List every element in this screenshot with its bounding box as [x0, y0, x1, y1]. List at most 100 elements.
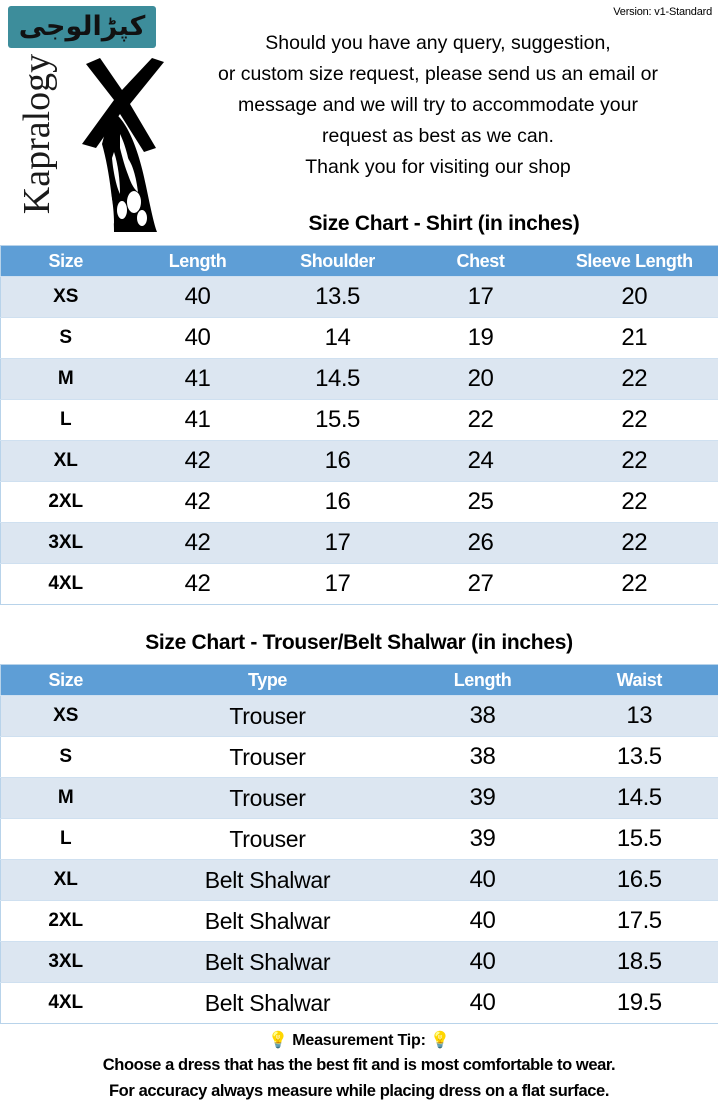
cell-waist: 18.5 [560, 941, 718, 983]
cell-size: M [0, 777, 131, 819]
cell-waist: 16.5 [560, 859, 718, 901]
table-row: M Trouser 39 14.5 [0, 777, 718, 819]
cell-size: 2XL [0, 481, 131, 523]
cell-shoulder: 14 [264, 317, 411, 359]
cell-size: 4XL [0, 982, 131, 1024]
table-row: XS Trouser 38 13 [0, 695, 718, 737]
cell-sleeve: 21 [550, 317, 718, 359]
table-row: M 41 14.5 20 22 [0, 358, 718, 400]
cell-chest: 27 [410, 563, 551, 605]
table-row: L Trouser 39 15.5 [0, 818, 718, 860]
cell-size: 3XL [0, 522, 131, 564]
cell-length: 42 [130, 522, 265, 564]
cell-type: Trouser [130, 695, 405, 737]
tip-heading-text: Measurement Tip: [292, 1032, 426, 1049]
message-line: Should you have any query, suggestion, [265, 32, 611, 54]
cell-size: 2XL [0, 900, 131, 942]
cell-length: 40 [130, 276, 265, 318]
message-line: or custom size request, please send us a… [217, 63, 659, 85]
column-header-waist: Waist [560, 664, 718, 696]
cell-size: S [0, 317, 131, 359]
cell-size: M [0, 358, 131, 400]
table-row: 4XL Belt Shalwar 40 19.5 [0, 982, 718, 1024]
cell-length: 40 [130, 317, 265, 359]
cell-chest: 19 [410, 317, 551, 359]
cell-shoulder: 13.5 [264, 276, 411, 318]
tip-line: Choose a dress that has the best fit and… [102, 1056, 616, 1074]
cell-size: XS [0, 695, 131, 737]
brand-logo: کپڑالوجی Kapralogy [0, 0, 170, 238]
message-line: Thank you for visiting our shop [305, 156, 571, 178]
cell-length: 41 [130, 358, 265, 400]
cell-sleeve: 20 [550, 276, 718, 318]
cell-length: 42 [130, 563, 265, 605]
table-row: XL Belt Shalwar 40 16.5 [0, 859, 718, 901]
contact-message: Should you have any query, suggestion, o… [168, 28, 708, 183]
lightbulb-icon-right: 💡 [429, 1030, 450, 1049]
cell-size: 3XL [0, 941, 131, 983]
shirt-size-table: Size Length Shoulder Chest Sleeve Length… [0, 245, 718, 605]
cell-length: 40 [404, 859, 561, 901]
cell-length: 40 [404, 900, 561, 942]
cell-length: 40 [404, 982, 561, 1024]
version-label: Version: v1-Standard [613, 6, 712, 18]
cell-type: Belt Shalwar [130, 859, 405, 901]
cell-type: Trouser [130, 818, 405, 860]
cell-type: Belt Shalwar [130, 982, 405, 1024]
cell-chest: 24 [410, 440, 551, 482]
cell-waist: 19.5 [560, 982, 718, 1024]
urdu-brand-text: کپڑالوجی [18, 10, 146, 42]
cell-sleeve: 22 [550, 481, 718, 523]
cell-type: Trouser [130, 736, 405, 778]
cell-shoulder: 17 [264, 563, 411, 605]
cell-type: Belt Shalwar [130, 941, 405, 983]
message-line: message and we will try to accommodate y… [238, 94, 638, 116]
table-row: S 40 14 19 21 [0, 317, 718, 359]
cell-chest: 25 [410, 481, 551, 523]
column-header-size: Size [0, 664, 131, 696]
cell-length: 38 [404, 736, 561, 778]
cell-shoulder: 17 [264, 522, 411, 564]
cell-sleeve: 22 [550, 399, 718, 441]
cell-sleeve: 22 [550, 563, 718, 605]
table-row: XS 40 13.5 17 20 [0, 276, 718, 318]
message-line: request as best as we can. [322, 125, 554, 147]
shirt-chart-title: Size Chart - Shirt (in inches) [308, 212, 580, 235]
cell-size: L [0, 818, 131, 860]
column-header-length: Length [404, 664, 561, 696]
lightbulb-icon-left: 💡 [268, 1030, 289, 1049]
cell-chest: 26 [410, 522, 551, 564]
cell-size: XL [0, 440, 131, 482]
brand-name-vertical: Kapralogy [16, 53, 58, 215]
cell-size: S [0, 736, 131, 778]
table-row: 3XL Belt Shalwar 40 18.5 [0, 941, 718, 983]
cell-type: Trouser [130, 777, 405, 819]
cell-size: L [0, 399, 131, 441]
cell-sleeve: 22 [550, 358, 718, 400]
cell-shoulder: 15.5 [264, 399, 411, 441]
cell-waist: 17.5 [560, 900, 718, 942]
table-row: XL 42 16 24 22 [0, 440, 718, 482]
cell-waist: 13 [560, 695, 718, 737]
cell-length: 41 [130, 399, 265, 441]
cell-waist: 15.5 [560, 818, 718, 860]
trouser-chart-title: Size Chart - Trouser/Belt Shalwar (in in… [145, 631, 573, 654]
cell-chest: 20 [410, 358, 551, 400]
measurement-tip: 💡 Measurement Tip: 💡 Choose a dress that… [0, 1029, 718, 1104]
tip-heading: 💡 Measurement Tip: 💡 [0, 1029, 718, 1052]
table-row: 4XL 42 17 27 22 [0, 563, 718, 605]
cell-waist: 13.5 [560, 736, 718, 778]
cell-shoulder: 14.5 [264, 358, 411, 400]
table-row: 2XL Belt Shalwar 40 17.5 [0, 900, 718, 942]
urdu-brand-box: کپڑالوجی [8, 6, 156, 48]
column-header-size: Size [0, 245, 131, 277]
cell-shoulder: 16 [264, 481, 411, 523]
monogram-k-icon [56, 52, 168, 236]
table-header-row: Size Length Shoulder Chest Sleeve Length [0, 245, 718, 277]
cell-length: 39 [404, 777, 561, 819]
column-header-shoulder: Shoulder [264, 245, 411, 277]
column-header-chest: Chest [410, 245, 551, 277]
cell-waist: 14.5 [560, 777, 718, 819]
trouser-size-table: Size Type Length Waist XS Trouser 38 13 … [0, 664, 718, 1024]
